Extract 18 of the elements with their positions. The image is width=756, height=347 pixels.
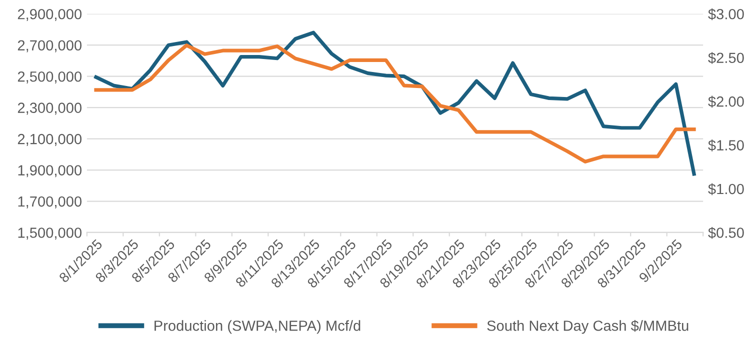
- y2-tick-label: $3.00: [708, 8, 744, 20]
- y2-tick-label: $0.50: [708, 226, 744, 239]
- y-tick-label: 2,900,000: [18, 8, 82, 22]
- y2-tick-label: $1.00: [708, 183, 744, 196]
- y-tick-label: 2,500,000: [18, 71, 82, 84]
- line-series: [94, 44, 696, 164]
- y-tick-label: 1,500,000: [18, 228, 82, 240]
- y2-tick-label: $2.50: [708, 52, 744, 64]
- legend-label: South Next Day Cash $/MMBtu: [487, 320, 688, 334]
- y-tick-label: 1,700,000: [18, 196, 82, 208]
- y-tick-label: 1,900,000: [18, 165, 82, 178]
- y2-tick-label: $2.00: [708, 96, 744, 108]
- y-tick-label: 2,100,000: [18, 134, 82, 146]
- line-series: [94, 30, 696, 176]
- legend-label: Production (SWPA,NEPA) Mcf/d: [154, 320, 360, 334]
- y-tick-label: 2,300,000: [18, 102, 82, 115]
- y-tick-label: 2,700,000: [18, 40, 82, 52]
- y2-tick-label: $1.50: [708, 140, 744, 152]
